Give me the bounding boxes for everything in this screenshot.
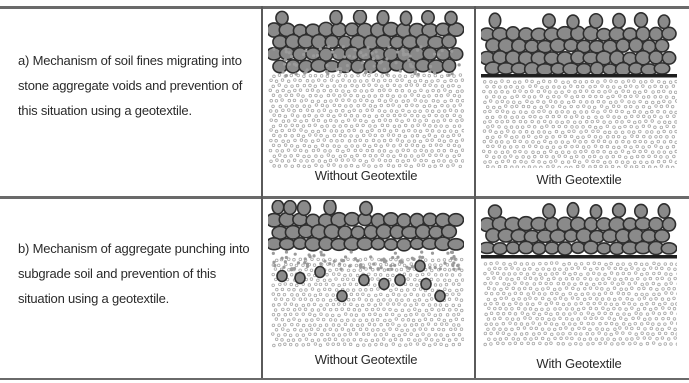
aggregate-stones: [481, 25, 677, 77]
row-a-caption-with: With Geotextile: [536, 172, 622, 187]
geotextile-layer: [481, 74, 677, 78]
aggregate-stones: [268, 211, 464, 252]
row-b-with-geotextile-diagram: [481, 200, 677, 348]
migrating-soil-fines: [272, 44, 461, 78]
top-aggregate-stones: [488, 12, 671, 30]
row-a-with-geotextile-diagram: [481, 10, 677, 168]
top-aggregate-stones: [275, 10, 458, 27]
row-a-without-geotextile-diagram: [268, 10, 464, 168]
punched-aggregate: [276, 259, 446, 303]
top-aggregate-stones: [271, 200, 373, 217]
geotextile-layer: [481, 255, 677, 259]
table-row-divider: [0, 196, 689, 199]
table-top-border: [0, 6, 689, 9]
row-b-without-geotextile-diagram: [268, 200, 464, 348]
aggregate-stones: [481, 215, 677, 256]
column-divider-2: [474, 6, 476, 378]
row-a-caption-without: Without Geotextile: [314, 168, 418, 183]
row-b-caption-without: Without Geotextile: [314, 352, 418, 367]
aggregate-stones: [268, 21, 464, 74]
subgrade-soil: [271, 257, 464, 348]
migrating-soil-fines: [271, 250, 461, 272]
subgrade-soil: [481, 79, 677, 168]
row-a-description: a) Mechanism of soil fines migrating int…: [18, 53, 243, 118]
column-divider-1: [261, 6, 263, 378]
row-b-caption-with: With Geotextile: [536, 356, 622, 371]
subgrade-soil: [483, 261, 677, 347]
row-b-description: b) Mechanism of aggregate punching into …: [18, 241, 250, 306]
top-aggregate-stones: [487, 201, 671, 220]
table-bottom-border: [0, 378, 689, 380]
subgrade-soil: [268, 73, 464, 168]
